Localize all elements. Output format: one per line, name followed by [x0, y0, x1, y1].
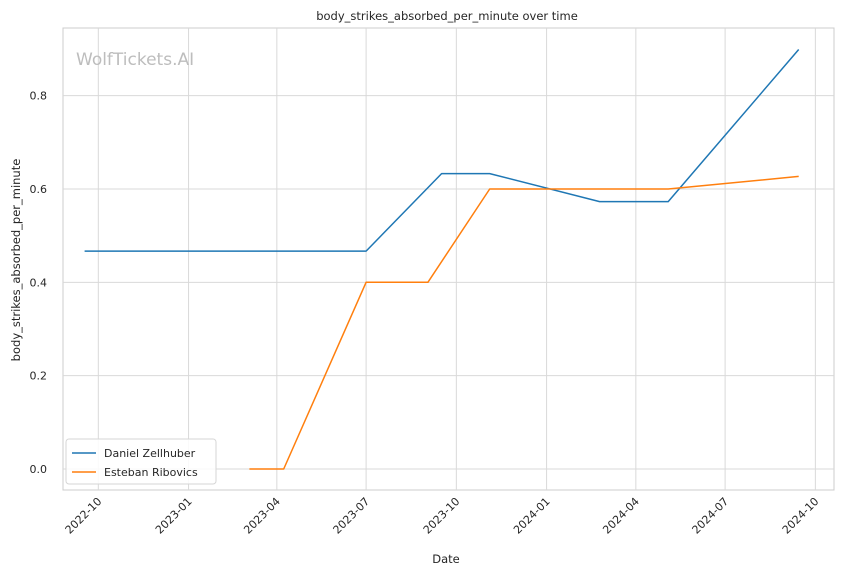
watermark: WolfTickets.AI	[76, 50, 194, 70]
x-tick-label: 2024-01	[511, 495, 553, 537]
y-axis-label: body_strikes_absorbed_per_minute	[9, 159, 23, 362]
x-tick-label: 2024-04	[600, 495, 642, 537]
x-axis-ticks: 2022-10 2023-01 2023-04 2023-07 2023-10 2024-…	[63, 495, 822, 537]
y-tick-label: 0.2	[30, 370, 48, 383]
legend-label-daniel: Daniel Zellhuber	[104, 447, 196, 460]
legend-box	[65, 438, 217, 485]
y-tick-label: 0.0	[30, 463, 48, 476]
y-axis-ticks: 0.0 0.2 0.4 0.6 0.8	[30, 90, 48, 476]
y-tick-label: 0.6	[30, 183, 48, 196]
x-tick-label: 2024-10	[780, 495, 822, 537]
chart-title: body_strikes_absorbed_per_minute over ti…	[316, 9, 578, 23]
x-axis-label: Date	[432, 552, 460, 566]
legend: Daniel Zellhuber Esteban Ribovics	[65, 438, 217, 485]
series-line-0	[84, 49, 800, 252]
x-tick-label: 2023-10	[421, 495, 463, 537]
legend-label-esteban: Esteban Ribovics	[104, 466, 198, 479]
x-tick-label: 2023-07	[331, 495, 373, 537]
y-tick-label: 0.8	[30, 90, 48, 103]
x-tick-label: 2023-01	[153, 495, 195, 537]
x-tick-label: 2024-07	[690, 495, 732, 537]
grid-lines	[63, 28, 834, 490]
series-lines	[84, 49, 800, 470]
x-tick-label: 2022-10	[63, 495, 105, 537]
y-tick-label: 0.4	[30, 276, 48, 289]
plot-area	[62, 27, 835, 491]
series-line-1	[249, 175, 799, 470]
x-tick-label: 2023-04	[241, 495, 283, 537]
